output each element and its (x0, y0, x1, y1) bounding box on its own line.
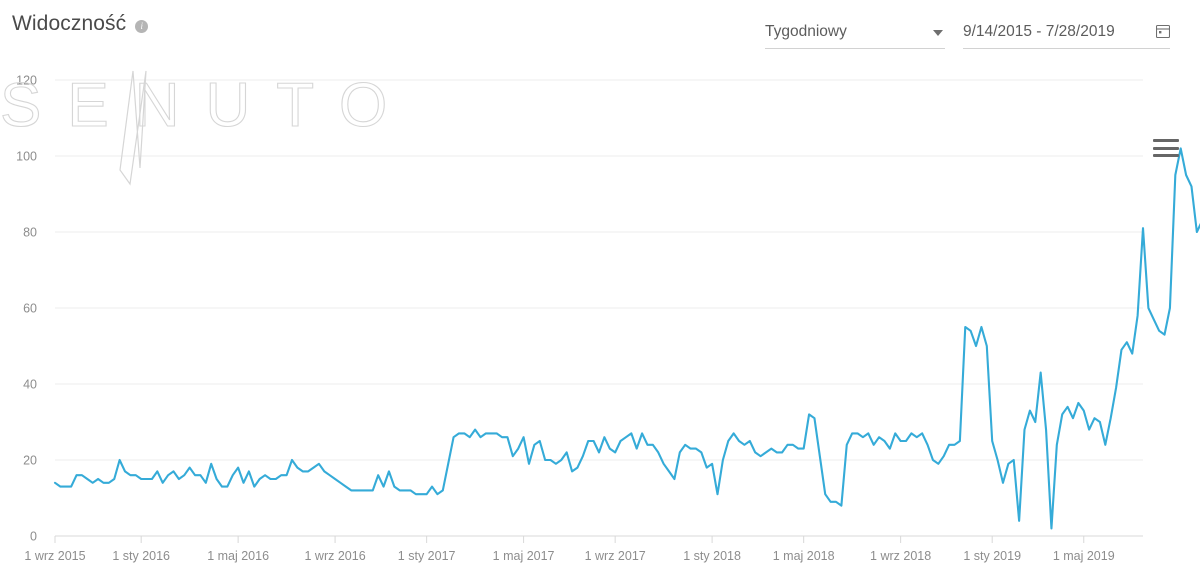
visibility-line-chart: 0 20 40 60 80 100 120 1 wrz 2015 1 sty 2016 1 ma… (0, 70, 1200, 563)
hamburger-menu-icon[interactable] (1153, 136, 1181, 160)
y-axis-tick-label: 20 (23, 454, 37, 468)
x-axis-tick-label: 1 sty 2018 (683, 549, 741, 563)
date-range-picker[interactable]: 9/14/2015 - 7/28/2019 (963, 22, 1171, 49)
date-range-value: 9/14/2015 - 7/28/2019 (963, 23, 1115, 40)
period-select[interactable]: Tygodniowy (765, 22, 945, 49)
x-axis (54, 535, 1143, 543)
y-axis-tick-label: 80 (23, 226, 37, 240)
y-axis-ticks: 0 20 40 60 80 100 120 (16, 74, 37, 544)
x-axis-tick-label: 1 wrz 2016 (305, 549, 366, 563)
x-axis-tick-label: 1 wrz 2015 (24, 549, 85, 563)
y-axis-tick-label: 100 (16, 150, 37, 164)
x-axis-tick-label: 1 maj 2016 (207, 549, 269, 563)
x-axis-tick-label: 1 sty 2016 (112, 549, 170, 563)
x-axis-tick-label: 1 sty 2017 (398, 549, 456, 563)
chart-container: 0 20 40 60 80 100 120 1 wrz 2015 1 sty 2016 1 ma… (0, 58, 1200, 573)
chart-header: Widoczność i Tygodniowy 9/14/2015 - 7/28… (0, 0, 1200, 60)
title-group: Widoczność i (12, 12, 149, 36)
calendar-icon (1155, 24, 1171, 39)
gridlines (55, 79, 1143, 537)
menu-bar-1 (1153, 139, 1179, 142)
senuto-watermark: SENUTO (0, 70, 413, 186)
x-axis-ticks: 1 wrz 2015 1 sty 2016 1 maj 2016 1 wrz 2016… (24, 549, 1114, 563)
watermark-text: SENUTO (0, 71, 413, 140)
x-axis-tick-label: 1 maj 2017 (493, 549, 555, 563)
y-axis-tick-label: 40 (23, 378, 37, 392)
senuto-logo-mark (119, 70, 147, 186)
x-axis-tick-label: 1 sty 2019 (963, 549, 1021, 563)
y-axis-tick-label: 0 (30, 530, 37, 544)
chevron-down-icon (933, 30, 943, 36)
menu-bar-2 (1153, 146, 1179, 150)
x-axis-tick-label: 1 maj 2018 (773, 549, 835, 563)
info-icon[interactable]: i (135, 19, 149, 33)
y-axis-tick-label: 120 (16, 74, 37, 88)
y-axis-tick-label: 60 (23, 302, 37, 316)
period-select-value: Tygodniowy (765, 23, 847, 40)
x-axis-tick-label: 1 wrz 2018 (870, 549, 931, 563)
series-group (53, 147, 1200, 530)
menu-bar-3 (1153, 154, 1179, 157)
x-axis-tick-label: 1 wrz 2017 (585, 549, 646, 563)
x-axis-tick-label: 1 maj 2019 (1053, 549, 1115, 563)
page-title: Widoczność (12, 12, 127, 35)
series-line (53, 147, 1200, 530)
